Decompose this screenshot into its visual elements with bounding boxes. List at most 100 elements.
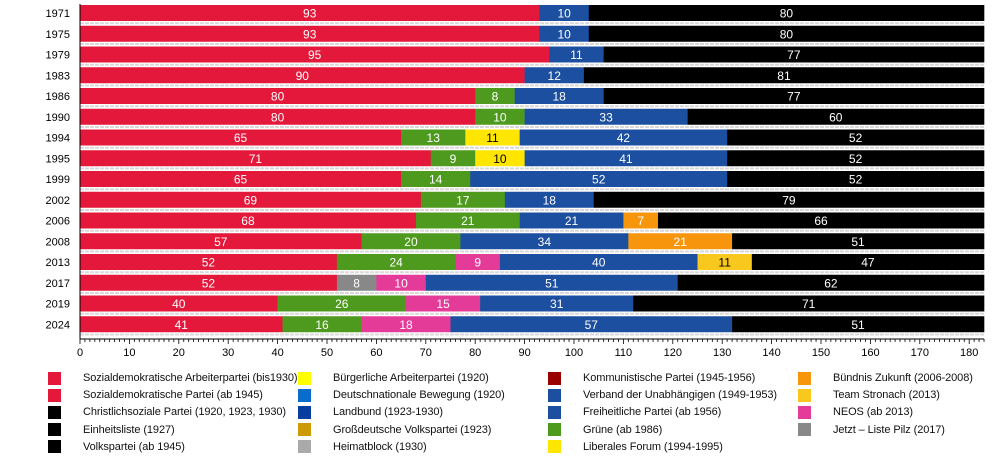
bar-segment-ts	[697, 254, 753, 270]
bar-segment-gruene	[401, 171, 471, 187]
year-label: 2002	[46, 195, 70, 207]
legend-swatch	[548, 405, 561, 419]
legend-item-spoe: Sozialdemokratische Partei (ab 1945)	[48, 388, 263, 402]
bar-value-label: 90	[296, 69, 310, 83]
legend-item-vdu: Verband der Unabhängigen (1949-1953)	[548, 388, 777, 402]
bar-value-label: 65	[234, 173, 248, 187]
year-label: 2008	[46, 236, 70, 248]
bar-segment-spoe	[80, 129, 402, 146]
legend-item-cs: Christlichsoziale Partei (1920, 1923, 19…	[48, 405, 286, 419]
bar-value-label: 21	[461, 214, 475, 228]
x-tick-label: 80	[469, 347, 481, 359]
bar-value-label: 80	[780, 27, 794, 41]
legend-swatch	[798, 405, 811, 419]
bar-row-2013: 52 24 9 40 11 47	[80, 254, 985, 274]
legend-swatch	[298, 405, 311, 419]
bar-row-1971: 93 10 80	[80, 5, 985, 25]
bar-segment-oevp	[603, 88, 985, 104]
legend-label: Bürgerliche Arbeiterpartei (1920)	[333, 372, 489, 384]
bar-value-label: 16	[315, 318, 329, 332]
bar-segment-neos	[361, 316, 451, 333]
bar-segment-gruene	[277, 295, 407, 312]
bar-value-label: 62	[824, 276, 838, 290]
bar-value-label: 93	[303, 27, 317, 41]
bar-segment-oevp	[588, 5, 985, 21]
bar-segment-gruene	[401, 129, 466, 146]
year-label: 1983	[46, 70, 70, 82]
legend-label: Einheitsliste (1927)	[83, 423, 175, 436]
bar-segment-fpoe	[460, 233, 629, 250]
bar-row-2002: 69 17 18 79	[80, 191, 985, 212]
bar-segment-fpoe	[499, 254, 698, 270]
bar-value-label: 18	[399, 318, 413, 332]
legend-label: Grüne (ab 1986)	[583, 423, 663, 436]
x-tick-label: 170	[911, 347, 929, 359]
bar-value-label: 71	[802, 297, 816, 311]
legend-item-lb: Landbund (1923-1930)	[298, 405, 443, 419]
bar-value-label: 77	[787, 90, 801, 104]
legend-label: Christlichsoziale Partei (1920, 1923, 19…	[83, 406, 286, 419]
legend-item-oevp: Volkspartei (ab 1945)	[48, 440, 185, 454]
x-tick-label: 0	[77, 347, 83, 359]
bar-segment-fpoe	[480, 295, 634, 312]
legend-swatch	[298, 371, 311, 385]
legend-label: Heimatblock (1930)	[333, 440, 427, 453]
bar-value-label: 17	[456, 193, 470, 207]
bar-value-label: 12	[548, 69, 562, 83]
year-label: 1975	[46, 29, 70, 41]
legend-item-el: Einheitsliste (1927)	[48, 423, 175, 437]
bar-segment-spoe	[80, 67, 525, 84]
bar-value-label: 33	[599, 110, 613, 124]
bar-segment-gruene	[282, 316, 362, 333]
bar-value-label: 24	[389, 256, 403, 270]
legend-item-kpoe: Kommunistische Partei (1945-1956)	[548, 371, 755, 385]
legend-item-ts: Team Stronach (2013)	[798, 388, 940, 402]
legend-item-bzoe: Bündnis Zukunft (2006-2008)	[798, 371, 973, 385]
legend-item-fpoe: Freiheitliche Partei (ab 1956)	[548, 405, 721, 419]
bar-value-label: 11	[718, 256, 731, 270]
bar-segment-bzoe	[623, 212, 659, 229]
bar-value-label: 21	[565, 214, 579, 228]
bar-row-1979: 95 11 77	[80, 46, 985, 66]
x-tick-label: 90	[518, 347, 530, 359]
x-tick-label: 40	[271, 347, 283, 359]
year-label: 2006	[46, 216, 70, 228]
bar-segment-fpoe	[514, 88, 604, 104]
year-label: 2013	[46, 257, 70, 269]
legend-swatch	[298, 440, 311, 454]
bar-segment-spoe	[80, 191, 422, 208]
x-tick-label: 140	[762, 347, 780, 359]
bar-row-1975: 93 10 80	[80, 25, 985, 46]
bar-segment-spoe	[80, 316, 283, 333]
legend-label: Deutschnationale Bewegung (1920)	[333, 389, 505, 402]
bar-value-label: 79	[782, 193, 796, 207]
bar-segment-spoe	[80, 108, 476, 125]
bar-row-2017: 52 8 10 51 62	[80, 274, 985, 295]
bar-segment-oevp	[751, 254, 985, 270]
x-tick-label: 10	[123, 347, 135, 359]
bar-value-label: 80	[271, 90, 285, 104]
x-tick-label: 30	[222, 347, 234, 359]
bar-value-label: 10	[394, 276, 408, 290]
bar-value-label: 7	[637, 214, 644, 228]
bar-value-label: 52	[202, 256, 216, 270]
bar-segment-bzoe	[628, 233, 733, 250]
bar-segment-spoe	[80, 254, 338, 270]
bar-segment-spoe	[80, 233, 362, 250]
legend-swatch	[48, 388, 61, 402]
bar-segment-gruene	[420, 191, 506, 208]
year-label: 1995	[46, 153, 70, 165]
legend-label: Freiheitliche Partei (ab 1956)	[583, 406, 722, 419]
legend-swatch	[798, 371, 811, 385]
bar-value-label: 10	[557, 27, 571, 41]
legend-swatch	[548, 388, 561, 402]
legend-item-lif: Liberales Forum (1994-1995)	[548, 440, 723, 454]
bar-segment-oevp	[727, 171, 985, 187]
bar-segment-spoe	[80, 274, 338, 291]
bar-value-label: 95	[308, 48, 322, 62]
bar-value-label: 47	[861, 256, 875, 270]
x-tick-label: 70	[420, 347, 432, 359]
legend-swatch	[48, 405, 61, 419]
bar-value-label: 10	[557, 7, 571, 21]
